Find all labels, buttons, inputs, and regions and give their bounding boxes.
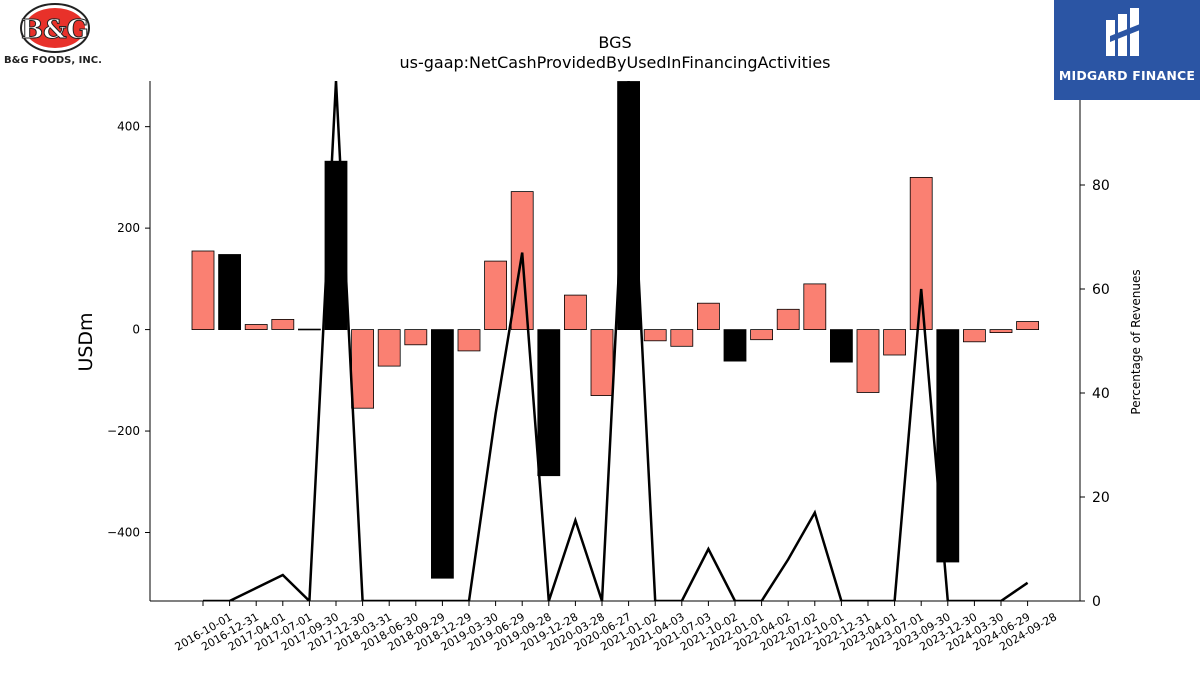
bar (244, 324, 268, 330)
bar (883, 329, 906, 356)
bar (404, 329, 428, 346)
bar (989, 329, 1013, 334)
midgard-brand-text: MIDGARD FINANCE (1058, 68, 1196, 83)
bar (697, 302, 720, 331)
y2-axis-label: Percentage of Revenues (1129, 269, 1143, 414)
plot-area (191, 81, 1039, 601)
bar (537, 329, 561, 477)
bar (377, 329, 401, 367)
bar (803, 283, 827, 330)
bar (191, 250, 215, 330)
bar (297, 328, 321, 331)
y-tick-label: −200 (107, 424, 140, 438)
y-tick-label: 200 (117, 221, 140, 235)
midgard-mark-icon (1106, 8, 1140, 56)
bar (617, 81, 640, 331)
y-tick-label: −400 (107, 526, 140, 540)
bar (457, 329, 481, 352)
bg-foods-brand-text: B&G FOODS, INC. (4, 55, 102, 66)
chart-title: BGS (598, 33, 631, 52)
svg-text:B&G: B&G (21, 15, 89, 45)
bar (963, 329, 986, 343)
line-series (203, 81, 1029, 601)
bar (750, 329, 773, 341)
y2-tick-label: 60 (1092, 282, 1110, 298)
bg-foods-logo: B&G B&G FOODS, INC. (0, 0, 120, 75)
bar (271, 318, 295, 330)
bar (590, 329, 614, 397)
y-tick-label: 400 (117, 120, 140, 134)
bar (1016, 321, 1039, 331)
chart-subtitle: us-gaap:NetCashProvidedByUsedInFinancing… (399, 53, 830, 72)
bar (351, 329, 375, 409)
bar (430, 329, 454, 579)
bar (856, 329, 880, 393)
bar (909, 176, 933, 330)
bar (723, 329, 747, 362)
bar (830, 329, 853, 363)
y2-tick-label: 0 (1092, 594, 1101, 610)
bar (564, 294, 587, 331)
midgard-finance-logo: MIDGARD FINANCE (1054, 0, 1200, 100)
y-tick-label: 0 (132, 323, 140, 337)
bar (484, 260, 508, 331)
bg-oval-icon: B&G (20, 3, 90, 53)
bar (670, 329, 694, 347)
bar (776, 308, 800, 330)
bar (218, 254, 242, 330)
y2-tick-label: 80 (1092, 178, 1110, 194)
y-axis-label: USDm (75, 312, 97, 371)
y2-tick-label: 40 (1092, 386, 1110, 402)
y2-tick-label: 20 (1092, 490, 1110, 506)
bar (643, 329, 667, 342)
bar (936, 329, 960, 563)
